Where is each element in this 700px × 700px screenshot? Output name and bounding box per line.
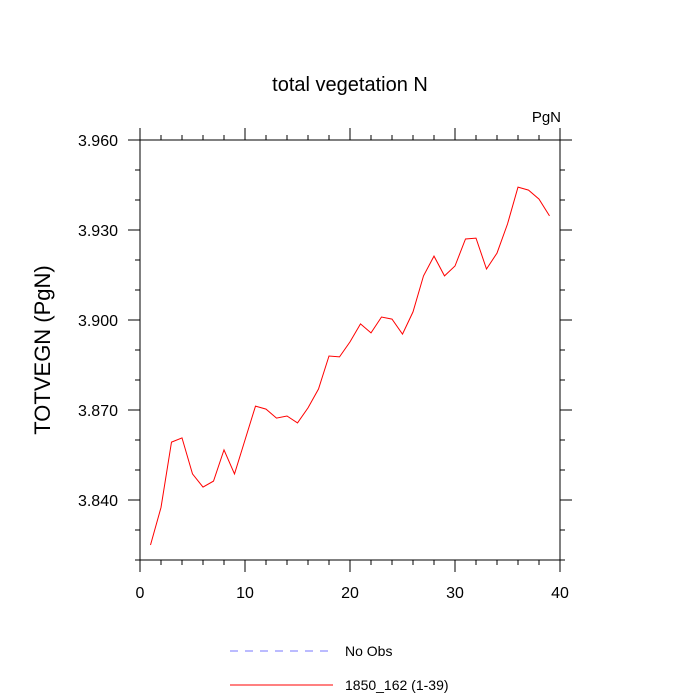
- chart-title: total vegetation N: [272, 74, 428, 96]
- axis-ticks: [128, 128, 572, 572]
- x-tick-label: 40: [551, 585, 569, 602]
- axis-tick-labels: 0 10 20 30 40 3.840 3.870 3.900 3.930 3.960: [78, 133, 569, 602]
- plot-frame: [139, 139, 561, 561]
- legend-label: No Obs: [345, 643, 392, 659]
- plot-series: [150, 186, 550, 546]
- y-tick-label: 3.870: [78, 403, 118, 420]
- units-label: PgN: [532, 109, 561, 126]
- y-axis-label: TOTVEGN (PgN): [30, 265, 55, 435]
- series-line: [150, 186, 550, 546]
- legend-label: 1850_162 (1-39): [345, 677, 449, 693]
- legend: No Obs 1850_162 (1-39): [230, 643, 449, 693]
- x-tick-label: 0: [136, 585, 145, 602]
- x-tick-label: 20: [341, 585, 359, 602]
- y-tick-label: 3.930: [78, 223, 118, 240]
- axes: [139, 139, 561, 561]
- y-tick-label: 3.840: [78, 493, 118, 510]
- y-tick-label: 3.960: [78, 133, 118, 150]
- x-tick-label: 30: [446, 585, 464, 602]
- y-tick-label: 3.900: [78, 313, 118, 330]
- x-tick-label: 10: [236, 585, 254, 602]
